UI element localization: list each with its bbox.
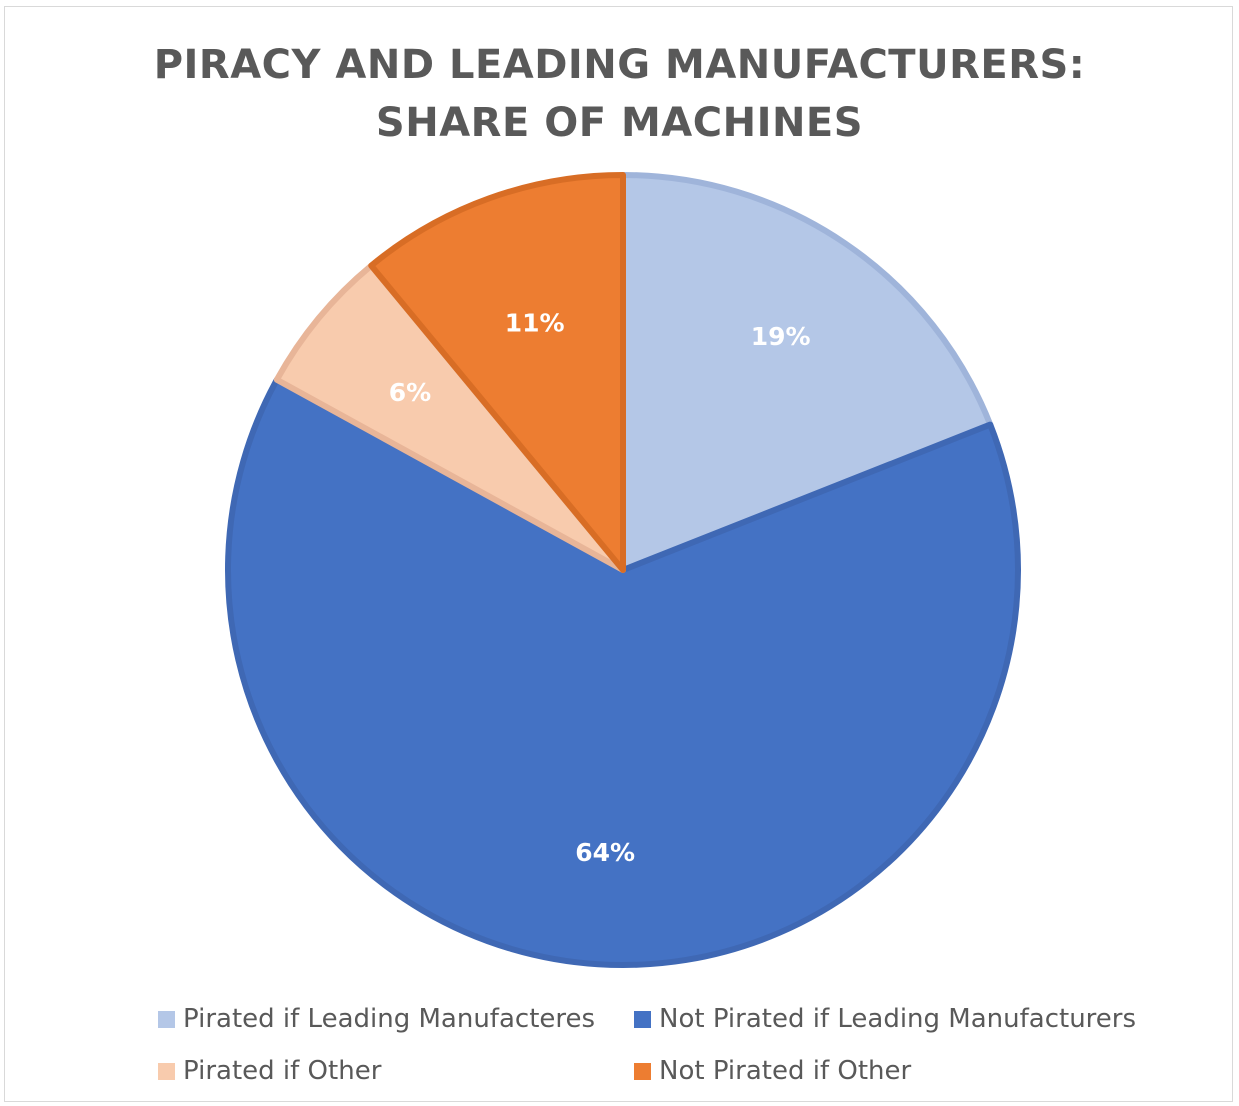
data-label-pirated-leading: 19% [751,322,811,351]
data-label-not-pirated-other: 11% [505,309,565,338]
pie-slice-not-pirated-other [368,172,626,573]
chart-title-line-2: SHARE OF MACHINES [375,100,864,146]
chart-title-line-1: PIRACY AND LEADING MANUFACTURERS: [153,42,1086,88]
pie-slice-pirated-leading [620,172,994,573]
data-label-not-pirated-leading: 64% [575,838,635,867]
data-label-pirated-other: 6% [389,378,431,407]
pie-slice-not-pirated-leading [225,376,1021,968]
